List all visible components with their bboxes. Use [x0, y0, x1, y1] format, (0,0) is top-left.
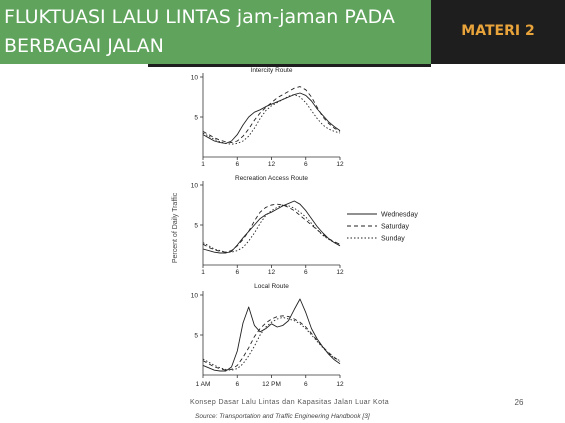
x-tick-label: 12: [268, 161, 276, 168]
series-line-wednesday: [202, 298, 341, 372]
series-line-sunday: [202, 316, 341, 371]
materi-banner: MATERI 2: [431, 0, 565, 64]
x-tick-label: 6: [235, 381, 239, 388]
page-number: 26: [514, 398, 524, 407]
title-underline: [148, 64, 431, 67]
y-tick-label: 10: [191, 293, 199, 300]
x-tick-label: 12: [336, 161, 344, 168]
legend: Wednesday Saturday Sunday: [347, 212, 418, 243]
figure-source: Source: Transportation and Traffic Engin…: [195, 413, 370, 420]
y-tick-label: 5: [194, 333, 198, 340]
x-tick-label: 6: [235, 269, 239, 276]
chart-panel-1: Intercity Route 10 5 1 6 12 6 12: [191, 67, 344, 168]
legend-label-wednesday: Wednesday: [381, 212, 418, 219]
x-tick-label: 1 AM: [196, 381, 211, 388]
panel-title: Intercity Route: [251, 67, 293, 74]
y-tick-label: 10: [191, 183, 199, 190]
legend-label-sunday: Sunday: [381, 236, 405, 243]
series-line-sunday: [202, 204, 341, 253]
chart-panel-2: Recreation Access Route 10 5 1 6 12 6 12: [191, 175, 344, 276]
panel-title: Recreation Access Route: [235, 175, 308, 182]
x-tick-label: 6: [304, 161, 308, 168]
x-tick-label: 12 PM: [262, 381, 281, 388]
y-axis-label: Percent of Daily Traffic: [172, 192, 179, 263]
series-line-saturday: [202, 86, 341, 144]
x-tick-label: 12: [268, 269, 276, 276]
x-tick-label: 1: [201, 161, 205, 168]
title-banner: FLUKTUASI LALU LINTAS jam-jaman PADA BER…: [0, 0, 431, 64]
panel-title: Local Route: [254, 283, 289, 290]
series-line-saturday: [202, 315, 341, 371]
y-tick-label: 5: [194, 115, 198, 122]
x-tick-label: 6: [235, 161, 239, 168]
series-line-wednesday: [202, 200, 341, 254]
x-tick-label: 1: [201, 269, 205, 276]
slide-title: FLUKTUASI LALU LINTAS jam-jaman PADA BER…: [4, 6, 395, 57]
x-tick-label: 6: [304, 269, 308, 276]
footer-text: Konsep Dasar Lalu Lintas dan Kapasitas J…: [190, 399, 390, 406]
legend-label-saturday: Saturday: [381, 224, 410, 231]
materi-label: MATERI 2: [461, 23, 535, 39]
y-tick-label: 10: [191, 75, 199, 82]
series-line-wednesday: [202, 92, 341, 144]
x-tick-label: 12: [336, 269, 344, 276]
y-tick-label: 5: [194, 223, 198, 230]
series-line-sunday: [202, 94, 341, 145]
x-tick-label: 12: [336, 381, 344, 388]
x-tick-label: 6: [304, 381, 308, 388]
chart-panel-3: Local Route 10 5 1 AM 6 12 PM 6 12: [191, 283, 344, 388]
series-line-saturday: [202, 203, 341, 253]
